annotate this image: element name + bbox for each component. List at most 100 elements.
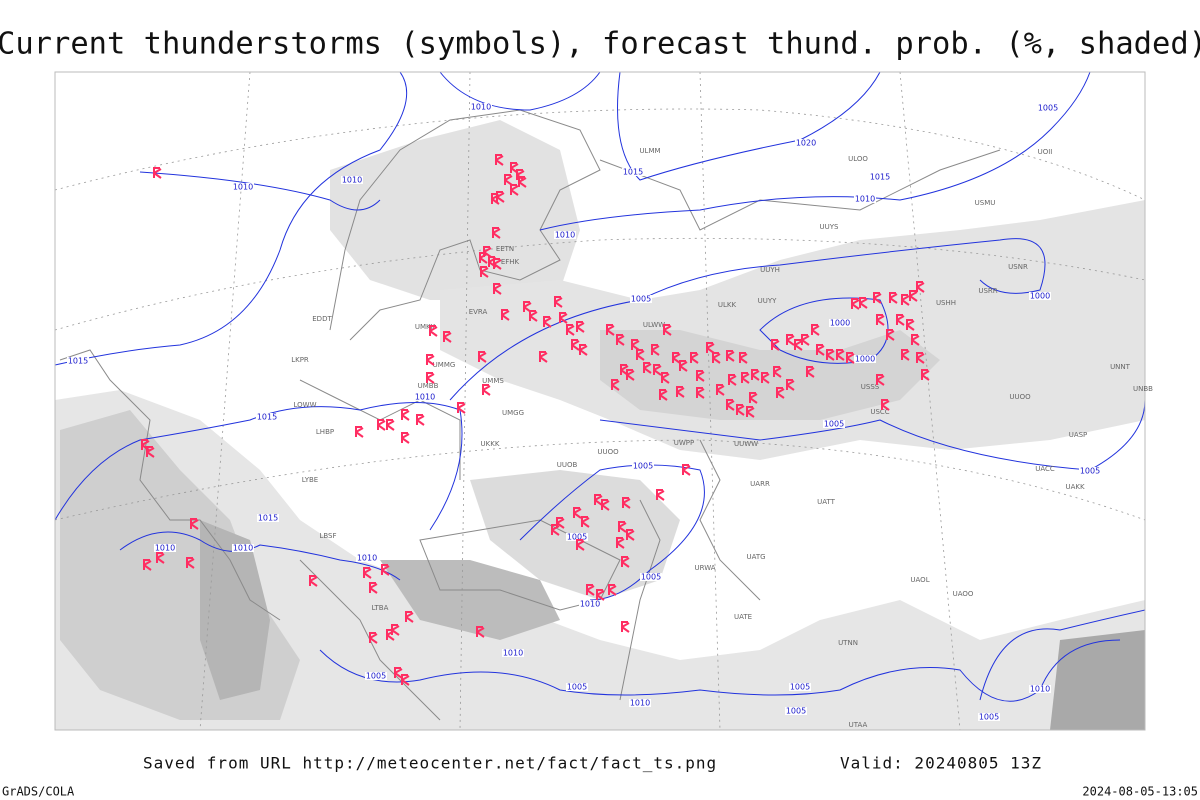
- isobar-label-bg: [630, 295, 652, 303]
- thunderstorm-symbol: [909, 290, 918, 302]
- isobar-label-bg: [257, 514, 279, 522]
- station-label: EFHK: [501, 258, 520, 266]
- isobar: [139, 171, 381, 211]
- thunderstorm-symbol: [696, 370, 705, 382]
- thunderstorm-symbol: [146, 446, 155, 458]
- isobar-label-bg: [566, 683, 588, 691]
- thunderstorm-symbol: [679, 360, 688, 372]
- isobar-label-bg: [232, 183, 254, 191]
- thunderstorm-symbol: [846, 352, 855, 364]
- thunderstorm-symbol: [896, 314, 905, 326]
- station-label: USNR: [1008, 263, 1028, 271]
- thunderstorm-symbol: [906, 319, 915, 331]
- thunderstorm-symbol: [601, 499, 610, 511]
- thunderstorm-symbol: [608, 584, 617, 596]
- thunderstorm-symbol: [886, 329, 895, 341]
- station-label: ULOO: [848, 155, 868, 163]
- station-label: USCC: [870, 408, 889, 416]
- thunderstorm-symbol: [401, 674, 410, 686]
- thunderstorm-symbol: [426, 354, 435, 366]
- thunderstorm-symbol: [801, 334, 810, 346]
- thunderstorm-symbol: [551, 524, 560, 536]
- thunderstorm-symbol: [712, 352, 721, 364]
- isobar: [539, 71, 1091, 231]
- thunderstorm-symbol: [622, 497, 631, 509]
- isobar: [54, 71, 408, 366]
- map-frame: [54, 71, 1146, 731]
- thunderstorm-symbol: [579, 344, 588, 356]
- station-label: LTBA: [372, 604, 389, 612]
- coastlines: [59, 109, 1001, 721]
- thunderstorm-symbol: [916, 281, 925, 293]
- thunderstorm-symbol: [510, 184, 519, 196]
- thunderstorm-symbol: [751, 369, 760, 381]
- coastline: [619, 499, 661, 701]
- station-label: ULKK: [718, 301, 737, 309]
- thunderstorm-symbol: [476, 626, 485, 638]
- station-label: EETN: [496, 245, 514, 253]
- isobar-label-bg: [566, 533, 588, 541]
- thunderstorm-symbol: [626, 529, 635, 541]
- isobar-label: 1010: [471, 103, 491, 112]
- isobar-label-bg: [1037, 104, 1059, 112]
- isobar-label: 1010: [503, 649, 523, 658]
- thunderstorm-symbol: [518, 176, 527, 188]
- thunderstorm-symbol: [876, 374, 885, 386]
- thunderstorm-symbol: [594, 494, 603, 506]
- station-label: USHH: [936, 299, 956, 307]
- storm-layer: [141, 154, 930, 686]
- thunderstorm-symbol: [426, 372, 435, 384]
- isobar-label: 1005: [786, 707, 806, 716]
- thunderstorm-symbol: [761, 372, 770, 384]
- station-label: UTNN: [838, 639, 858, 647]
- thunderstorm-symbol: [816, 344, 825, 356]
- station-label: UNBB: [1133, 385, 1153, 393]
- isobar-label-bg: [341, 176, 363, 184]
- isobar-label-bg: [869, 173, 891, 181]
- thunderstorm-symbol: [690, 352, 699, 364]
- thunderstorm-symbol: [401, 432, 410, 444]
- thunderstorm-symbol: [493, 258, 502, 270]
- isobar-label-bg: [356, 554, 378, 562]
- thunderstorm-symbol: [381, 564, 390, 576]
- isobar-label-bg: [978, 713, 1000, 721]
- thunderstorm-symbol: [443, 331, 452, 343]
- graticule-line: [899, 71, 961, 731]
- thunderstorm-symbol: [911, 334, 920, 346]
- thunderstorm-symbol: [539, 351, 548, 363]
- thunderstorm-symbol: [576, 539, 585, 551]
- thunderstorm-symbol: [543, 316, 552, 328]
- thunderstorm-symbol: [355, 426, 364, 438]
- timestamp: 2024-08-05-13:05: [1082, 785, 1198, 799]
- station-label: UUYS: [820, 223, 840, 231]
- station-label: LOWW: [293, 401, 316, 409]
- thunderstorm-symbol: [309, 575, 318, 587]
- isobar-label: 1010: [1030, 685, 1050, 694]
- station-label: UUOO: [597, 448, 619, 456]
- thunderstorm-symbol: [806, 366, 815, 378]
- thunderstorm-symbol: [696, 387, 705, 399]
- thunderstorm-symbol: [736, 404, 745, 416]
- thunderstorm-symbol: [153, 167, 162, 179]
- thunderstorm-symbol: [501, 309, 510, 321]
- thunderstorm-symbol: [626, 369, 635, 381]
- thunderstorm-symbol: [611, 379, 620, 391]
- station-label: UUOB: [557, 461, 578, 469]
- isobar-label: 1015: [258, 514, 278, 523]
- thunderstorm-symbol: [851, 298, 860, 310]
- station-label: UUOO: [1009, 393, 1031, 401]
- isobar: [979, 609, 1146, 701]
- station-label: UUWW: [734, 440, 758, 448]
- thunderstorm-symbol: [653, 364, 662, 376]
- thunderstorm-symbol: [596, 589, 605, 601]
- isobar-label-bg: [470, 103, 492, 111]
- station-label: UMBB: [418, 382, 439, 390]
- coastline: [599, 149, 1001, 231]
- isobar-label-bg: [67, 357, 89, 365]
- thunderstorm-symbol: [676, 386, 685, 398]
- shaded-area: [440, 200, 1145, 460]
- thunderstorm-symbol: [616, 334, 625, 346]
- station-label: USMU: [975, 199, 996, 207]
- isobar-label: 1000: [830, 319, 850, 328]
